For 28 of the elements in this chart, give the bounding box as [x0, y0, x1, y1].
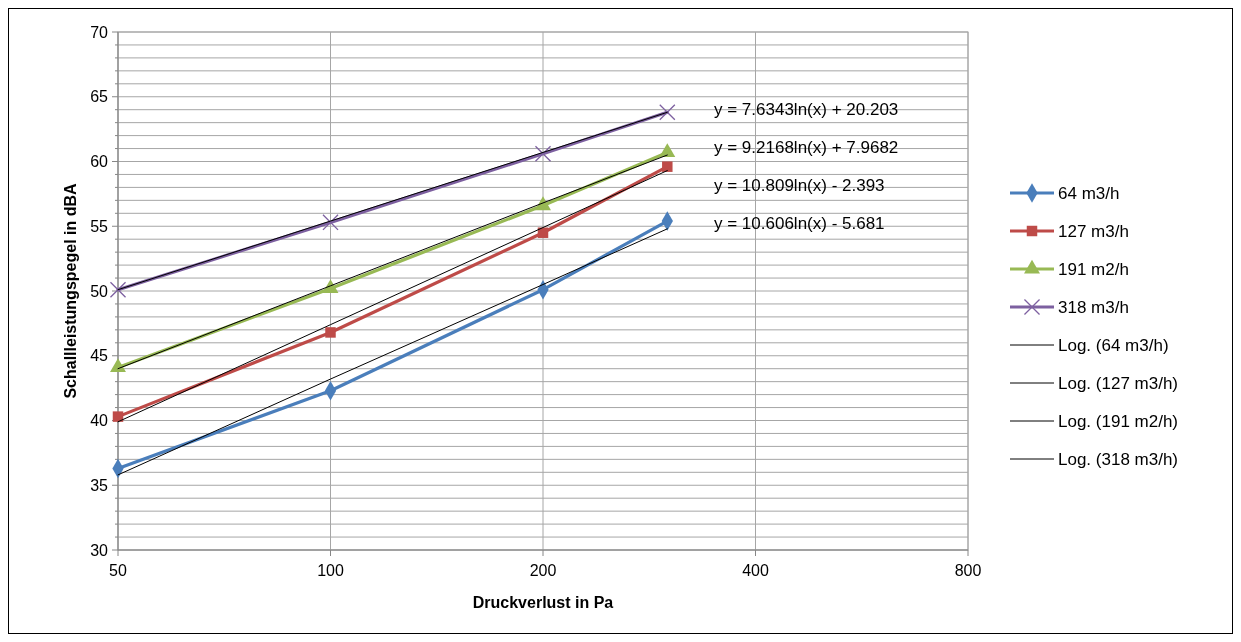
y-tick-label: 70 — [90, 23, 109, 41]
x-tick-label: 400 — [742, 562, 769, 579]
y-tick-label: 60 — [90, 153, 109, 171]
x-axis-title: Druckverlust in Pa — [472, 594, 614, 611]
x-tick-label: 50 — [109, 562, 127, 579]
annotation: y = 10.606ln(x) - 5.681 — [714, 214, 885, 233]
y-tick-label: 55 — [90, 217, 109, 235]
legend-label: Log. (64 m3/h) — [1058, 335, 1169, 355]
y-tick-label: 50 — [90, 282, 109, 300]
y-tick-label: 45 — [90, 347, 109, 365]
legend-label: 318 m3/h — [1058, 297, 1129, 317]
y-axis-title: Schallleistungspegel in dBA — [62, 182, 79, 399]
x-tick-label: 800 — [954, 562, 982, 579]
y-tick-label: 30 — [90, 541, 109, 559]
legend-label: 191 m2/h — [1058, 259, 1129, 279]
y-tick-label: 65 — [90, 88, 109, 106]
legend-label: 64 m3/h — [1058, 183, 1120, 203]
x-tick-label: 100 — [317, 562, 344, 579]
legend-label: Log. (191 m2/h) — [1058, 411, 1179, 431]
annotation: y = 7.6343ln(x) + 20.203 — [714, 100, 899, 119]
legend-label: 127 m3/h — [1058, 221, 1129, 241]
y-tick-label: 40 — [90, 412, 109, 430]
x-tick-label: 200 — [529, 562, 557, 579]
y-tick-label: 35 — [90, 476, 109, 494]
annotation: y = 10.809ln(x) - 2.393 — [714, 176, 885, 195]
legend-label: Log. (318 m3/h) — [1058, 449, 1179, 469]
annotation: y = 9.2168ln(x) + 7.9682 — [714, 138, 899, 157]
legend-label: Log. (127 m3/h) — [1058, 373, 1179, 393]
